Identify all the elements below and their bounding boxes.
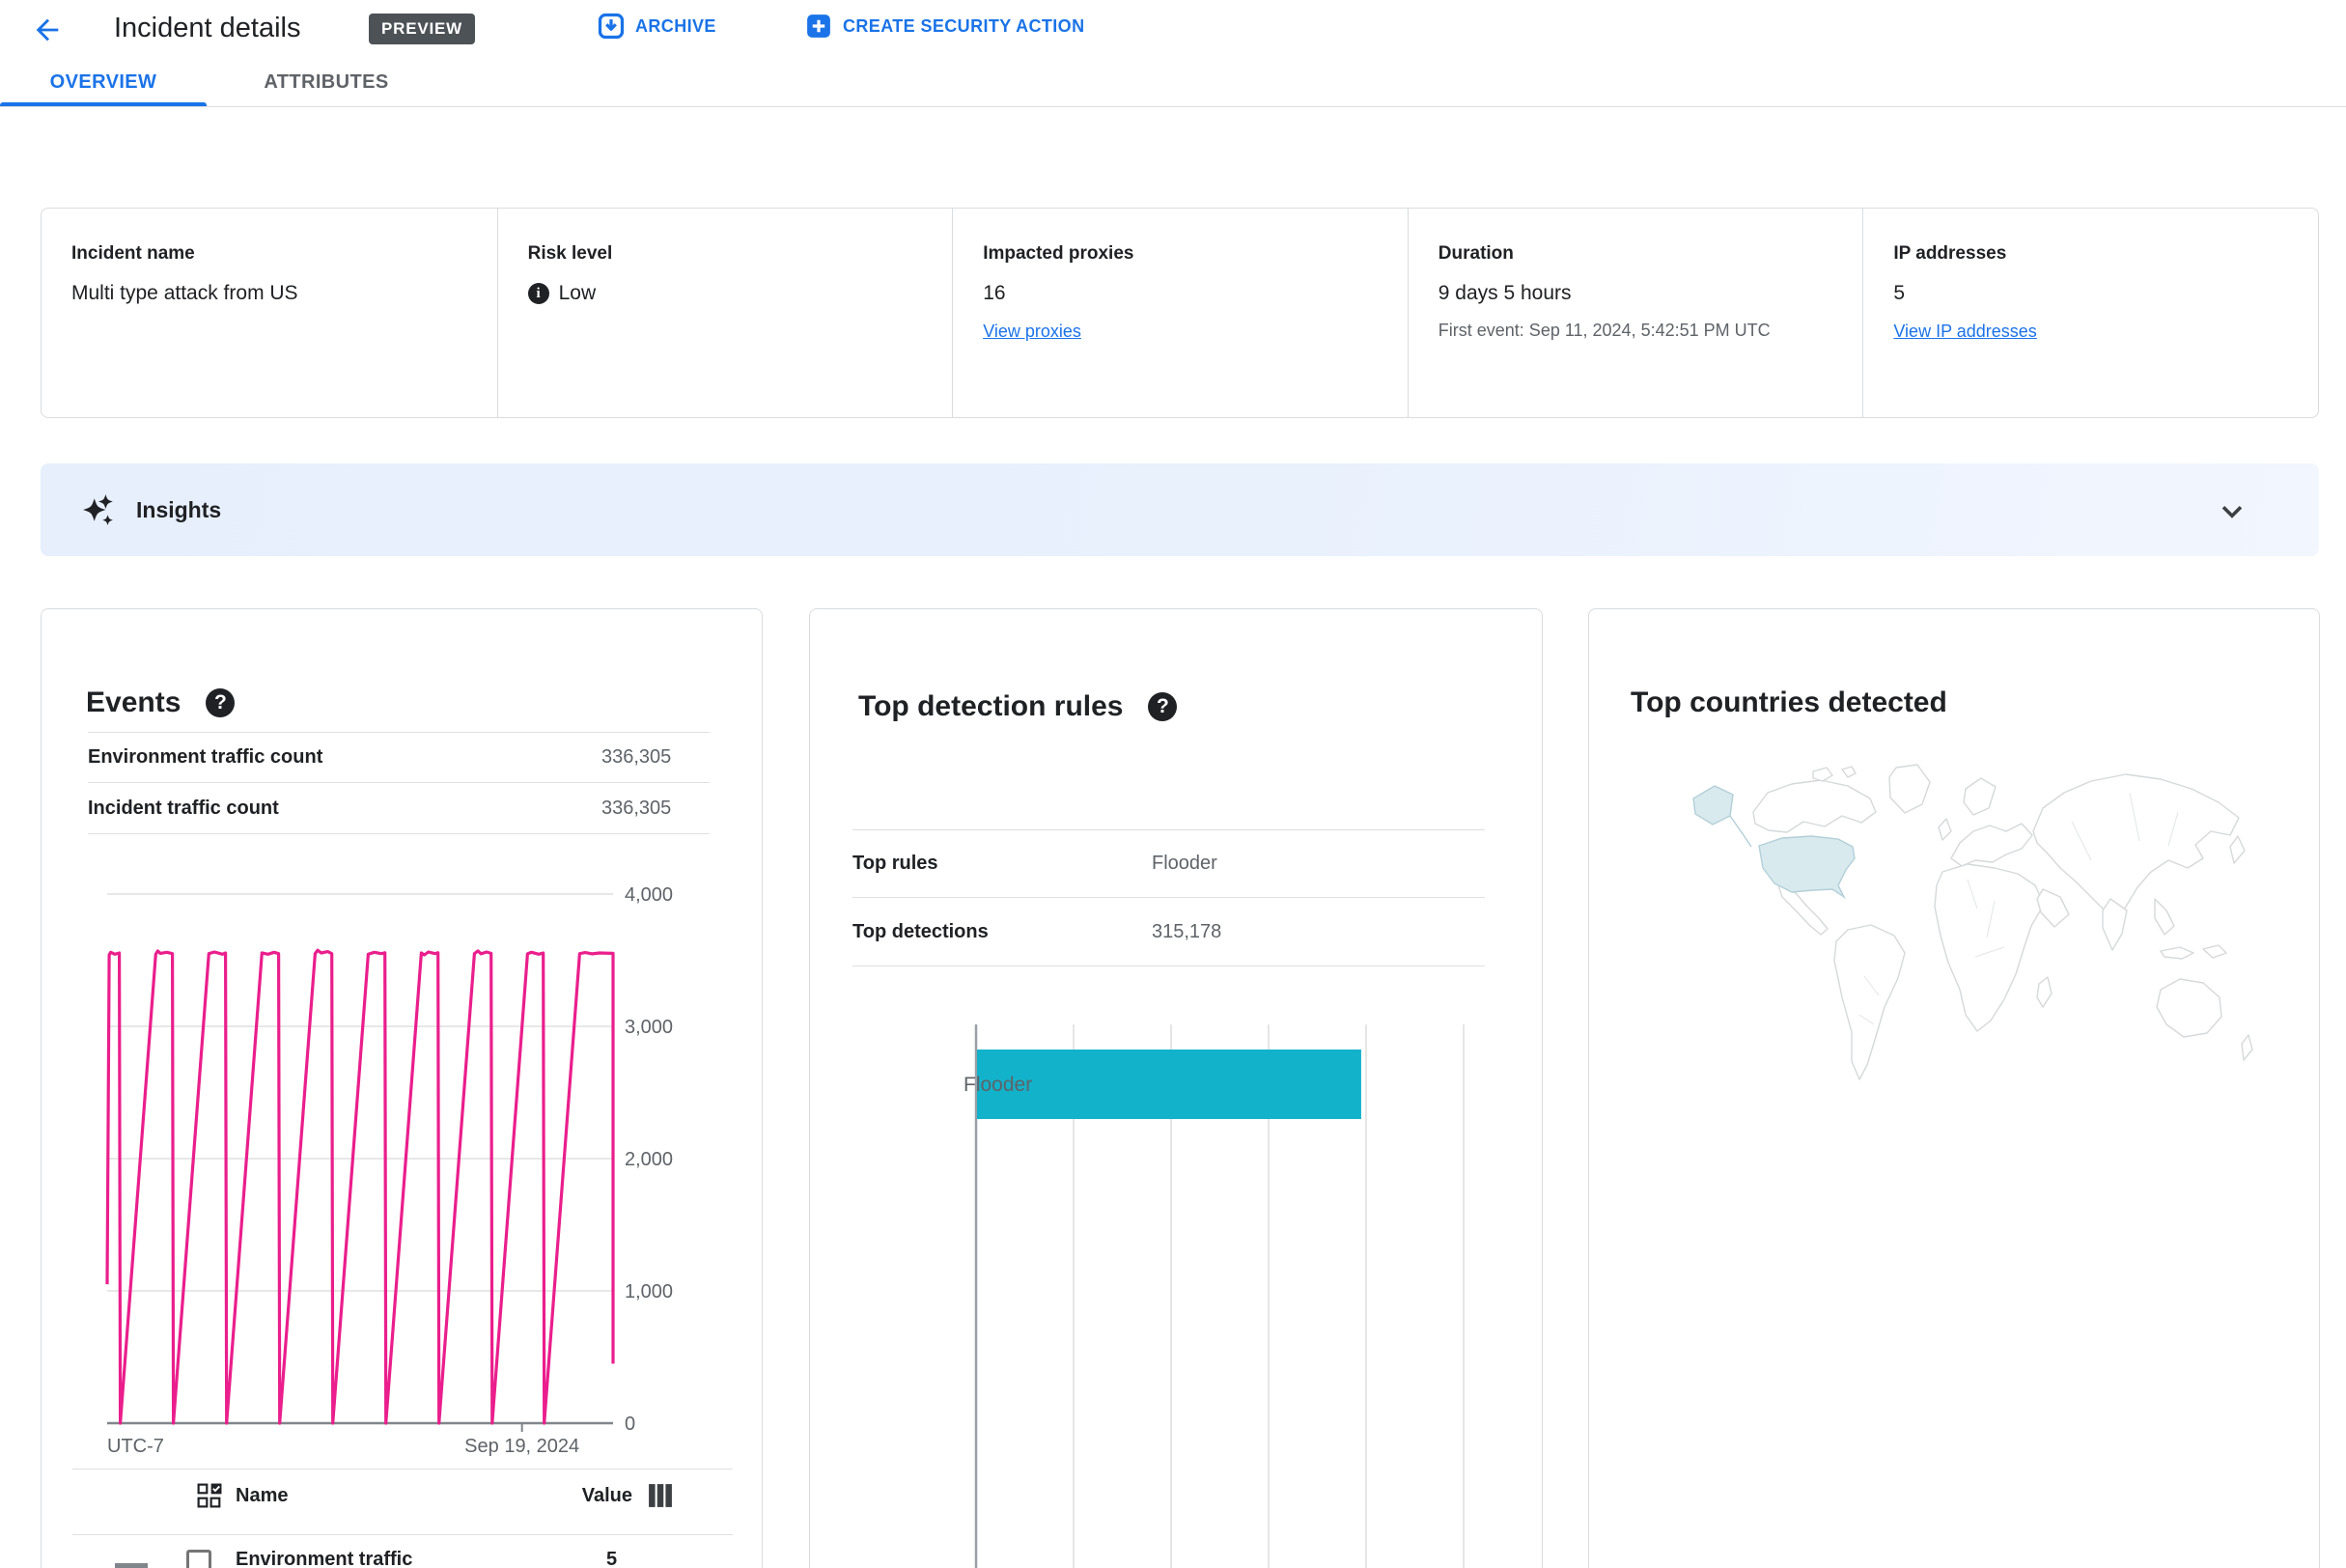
top-detections-label: Top detections [852,920,989,942]
select-series-icon[interactable] [197,1483,222,1508]
divider [72,1534,733,1535]
add-box-icon [807,14,830,38]
summary-risk-level: Risk level i Low [496,209,953,417]
impacted-proxies-label: Impacted proxies [983,243,1134,264]
countries-bar-chart [1589,1135,2321,1568]
series-swatch-line [115,1563,148,1568]
legend-value-header: Value [581,1484,632,1506]
top-rules-label: Top rules [852,853,938,874]
top-rules-value: Flooder [1152,853,1217,874]
alaska-region-highlight [1692,785,1752,848]
svg-text:2,000: 2,000 [625,1149,673,1170]
back-button[interactable] [31,14,64,46]
incident-summary-card: Incident name Multi type attack from US … [41,208,2319,418]
archive-icon [598,13,625,40]
table-row: Incident traffic count 336,305 [88,783,710,834]
tab-overview-label: OVERVIEW [49,70,157,93]
page-header: Incident details PREVIEW ARCHIVE CREATE … [0,0,2346,58]
detection-rules-bar-chart: Flooder [964,1024,1465,1568]
tab-attributes-label: ATTRIBUTES [264,70,389,93]
help-icon[interactable]: ? [206,688,236,717]
top-detections-value: 315,178 [1152,920,1222,942]
divider [72,1469,733,1470]
tab-bar: OVERVIEW ATTRIBUTES [0,58,2346,107]
duration-value: 9 days 5 hours [1438,282,1572,304]
svg-text:3,000: 3,000 [625,1017,673,1038]
create-security-action-button[interactable]: CREATE SECURITY ACTION [804,12,1084,41]
ip-addresses-label: IP addresses [1893,243,2007,264]
env-traffic-count-value: 336,305 [601,746,672,768]
top-countries-card: Top countries detected [1588,608,2320,1568]
events-card: Events ? Environment traffic count 336,3… [41,608,763,1568]
summary-impacted-proxies: Impacted proxies 16 View proxies [952,209,1408,417]
info-icon: i [527,283,549,304]
series-checkbox[interactable] [186,1550,211,1568]
rules-card-title: Top detection rules ? [858,690,1178,723]
risk-level-value: Low [558,282,597,304]
series-value: 5 [606,1549,618,1568]
svg-text:UTC-7: UTC-7 [107,1436,164,1457]
preview-badge: PREVIEW [369,14,476,44]
help-icon[interactable]: ? [1148,692,1178,721]
risk-level-label: Risk level [527,243,613,264]
rules-stats-table: Top rules Flooder Top detections 315,178 [852,829,1485,966]
summary-ip-addresses: IP addresses 5 View IP addresses [1862,209,2318,417]
world-map-svg [1692,764,2253,1080]
events-line-chart: 0 1,000 2,000 3,000 4,000 UTC-7 Sep 19, 2024 [105,884,673,1457]
world-map [1589,754,2321,1131]
svg-text:4,000: 4,000 [625,884,673,906]
archive-button-label: ARCHIVE [635,15,716,36]
impacted-proxies-value: 16 [983,282,1006,304]
view-ip-addresses-link[interactable]: View IP addresses [1893,322,2037,341]
events-card-title: Events ? [86,686,236,719]
insights-label: Insights [136,496,222,522]
env-traffic-count-label: Environment traffic count [88,746,323,768]
legend-row: Environment traffic 5 [42,1542,764,1568]
sparkle-icon [83,494,113,525]
legend-header: Name Value [42,1475,764,1523]
svg-text:1,000: 1,000 [625,1281,673,1302]
incident-traffic-count-value: 336,305 [601,797,672,819]
events-title-text: Events [86,686,182,718]
summary-duration: Duration 9 days 5 hours First event: Sep… [1407,209,1863,417]
duration-label: Duration [1438,243,1514,264]
view-proxies-link[interactable]: View proxies [983,322,1081,341]
incident-traffic-count-label: Incident traffic count [88,797,279,819]
tab-attributes[interactable]: ATTRIBUTES [207,58,446,106]
us-region-highlight [1758,835,1856,900]
rules-title-text: Top detection rules [858,690,1124,722]
svg-text:0: 0 [625,1414,635,1435]
tab-overview[interactable]: OVERVIEW [0,58,207,106]
svg-text:Sep 19, 2024: Sep 19, 2024 [464,1436,579,1457]
countries-title-text: Top countries detected [1631,686,1947,718]
countries-card-title: Top countries detected [1631,686,1947,719]
insights-expander[interactable]: Insights [41,463,2319,556]
legend-name-header: Name [236,1484,289,1506]
chevron-down-icon[interactable] [2215,493,2249,528]
svg-text:Flooder: Flooder [964,1074,1032,1096]
arrow-back-icon [36,18,59,42]
page-title: Incident details [114,13,301,43]
create-security-action-label: CREATE SECURITY ACTION [843,15,1085,36]
table-row: Top rules Flooder [852,829,1485,898]
incident-name-value: Multi type attack from US [71,282,298,304]
table-row: Top detections 315,178 [852,898,1485,966]
events-stats-table: Environment traffic count 336,305 Incide… [88,732,710,834]
incident-name-label: Incident name [71,243,195,264]
archive-button[interactable]: ARCHIVE [597,12,716,41]
columns-icon[interactable] [648,1483,673,1508]
first-event-timestamp: First event: Sep 11, 2024, 5:42:51 PM UT… [1438,321,1771,340]
series-label: Environment traffic [236,1549,413,1568]
top-detection-rules-card: Top detection rules ? Top rules Flooder … [809,608,1543,1568]
table-row: Environment traffic count 336,305 [88,732,710,783]
ip-addresses-value: 5 [1893,282,1906,304]
summary-incident-name: Incident name Multi type attack from US [42,209,497,417]
